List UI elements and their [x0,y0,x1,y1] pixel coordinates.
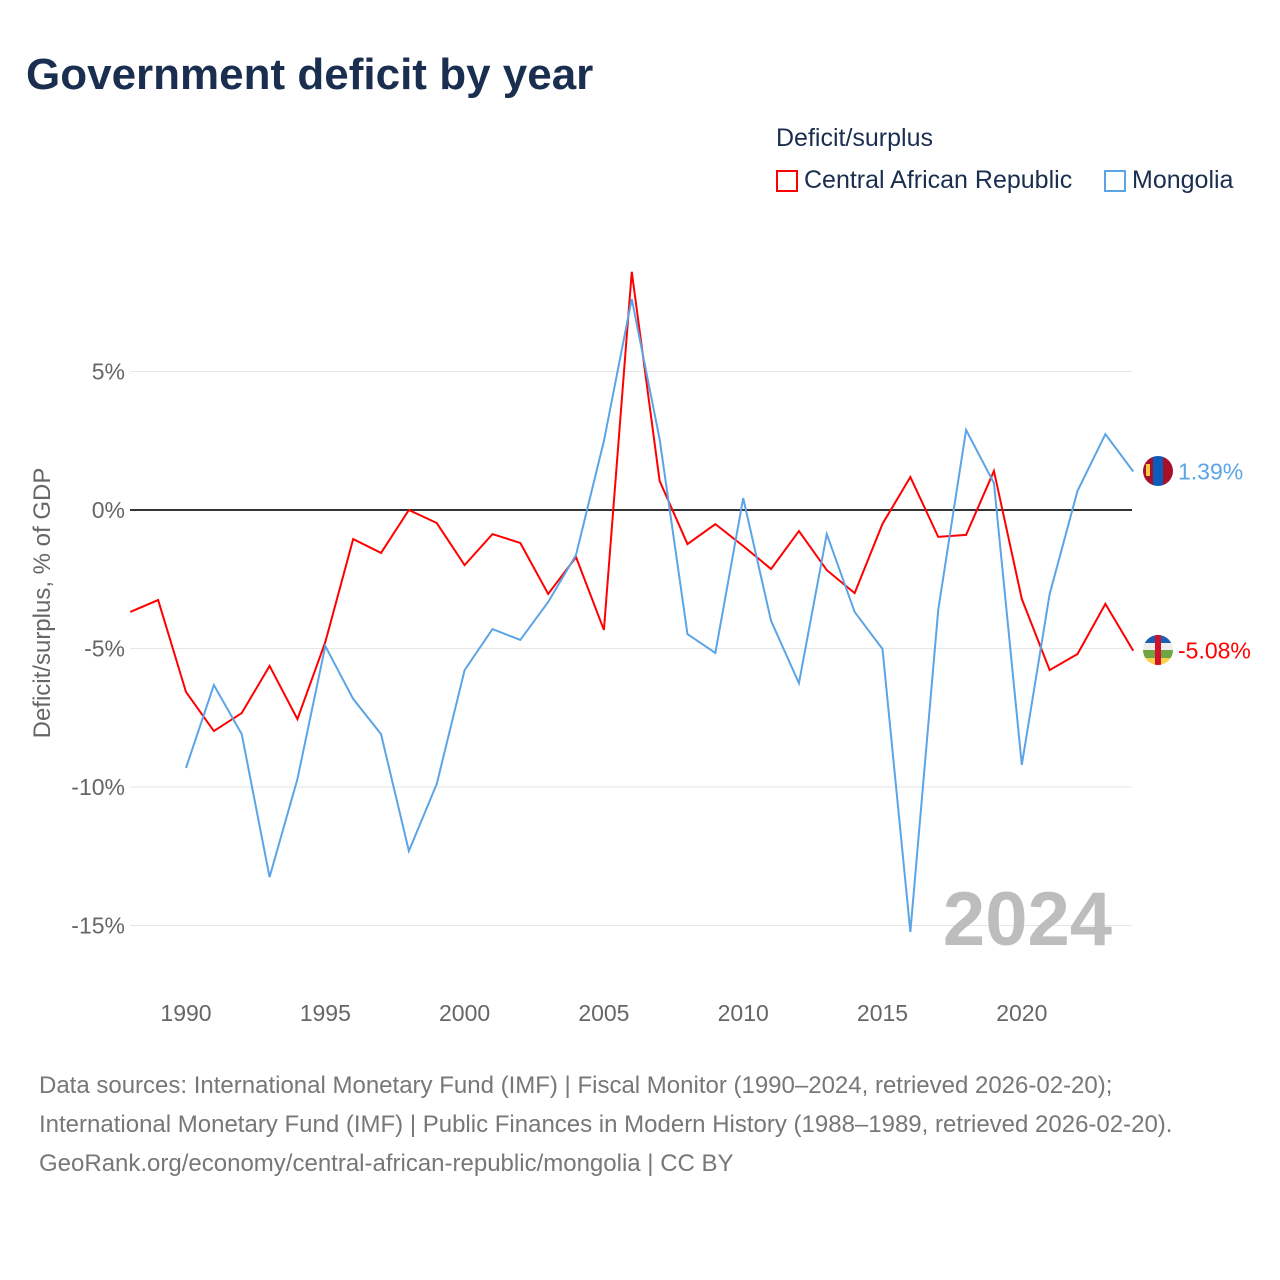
x-tick-label: 2005 [578,1000,629,1026]
x-tick-label: 1990 [160,1000,211,1026]
end-value-label: -5.08% [1178,638,1251,664]
legend-label: Central African Republic [804,166,1073,194]
car-flag-icon [1143,635,1173,665]
y-tick-label: 0% [92,497,125,523]
x-tick-label: 2010 [718,1000,769,1026]
end-value-label: 1.39% [1178,458,1243,484]
x-tick-label: 2020 [996,1000,1047,1026]
legend-title: Deficit/surplus [776,124,933,152]
y-tick-label: 5% [92,359,125,385]
legend-item-car[interactable]: Central African Republic [776,166,1072,195]
legend-swatch [1104,169,1126,192]
y-tick-label: -10% [71,774,125,800]
legend-label: Mongolia [1132,166,1234,194]
y-tick-label: -15% [71,913,125,939]
x-tick-label: 2000 [439,1000,490,1026]
mongolia-flag-icon [1143,456,1173,486]
footer: Data sources: International Monetary Fun… [39,1066,1239,1183]
chart-title: Government deficit by year [26,50,594,99]
year-watermark: 2024 [943,877,1112,962]
x-tick-label: 1995 [300,1000,351,1026]
legend-item-mongolia[interactable]: Mongolia [1104,166,1233,195]
y-tick-label: -5% [84,636,125,662]
source-link[interactable]: GeoRank.org/economy/central-african-repu… [39,1150,734,1177]
y-axis-label: Deficit/surplus, % of GDP [29,468,56,739]
series-line-car [129,271,1135,733]
legend-swatch [776,169,798,192]
series-line-mongolia [185,298,1135,932]
x-tick-label: 2015 [857,1000,908,1026]
data-sources: Data sources: International Monetary Fun… [39,1072,1173,1138]
